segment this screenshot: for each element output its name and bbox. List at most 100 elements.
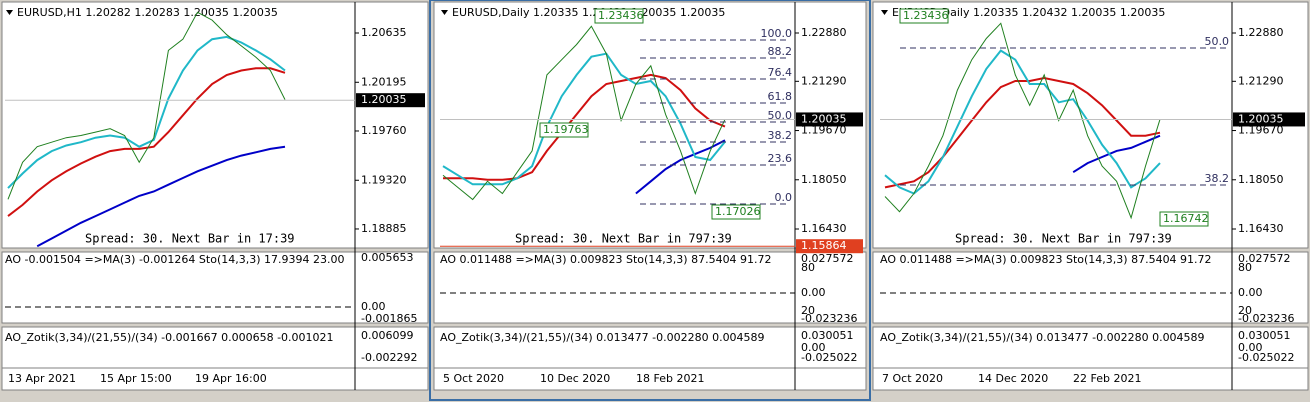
date-axis bbox=[1, 367, 429, 391]
price-line bbox=[635, 139, 726, 195]
oscillator-axis-label: 0.005653 bbox=[361, 251, 414, 264]
date-label: 7 Oct 2020 bbox=[882, 372, 943, 385]
fib-label: 38.2 bbox=[1205, 172, 1230, 185]
spread-text: Spread: 30. Next Bar in 797:39 bbox=[955, 232, 1172, 246]
price-tick-label: 1.21290 bbox=[801, 74, 847, 87]
fib-label: 76.4 bbox=[768, 66, 793, 79]
oscillator-axis-label: 0.027572 bbox=[801, 252, 854, 265]
price-tick-label: 1.19670 bbox=[801, 124, 847, 137]
price-line bbox=[36, 145, 286, 248]
price-tick-label: 1.22880 bbox=[801, 26, 847, 39]
price-box-label: 1.23436 bbox=[903, 9, 949, 22]
price-line bbox=[884, 49, 1161, 195]
price-box-label: 1.23436 bbox=[598, 9, 644, 22]
zotik-window bbox=[433, 326, 867, 369]
price-line bbox=[442, 25, 726, 201]
oscillator-axis-label: 0.00 bbox=[801, 286, 826, 299]
price-tick-label: 1.16430 bbox=[1238, 222, 1284, 235]
price-line bbox=[7, 35, 286, 189]
zotik-axis-label: 0.030051 bbox=[801, 329, 854, 342]
current-price-box bbox=[356, 93, 425, 108]
price-tick-label: 1.19670 bbox=[1238, 124, 1284, 137]
chart-header: EURUSD,Daily 1.20335 1.20432 1.20035 1.2… bbox=[452, 6, 725, 19]
fib-label: 0.0 bbox=[775, 191, 793, 204]
oscillator-axis-label: -0.023236 bbox=[1238, 312, 1294, 325]
current-price-label: 1.20035 bbox=[1238, 112, 1284, 125]
price-line bbox=[1072, 134, 1161, 174]
price-box bbox=[711, 204, 761, 220]
oscillator-window bbox=[433, 251, 867, 324]
header-arrow bbox=[441, 10, 448, 15]
price-box-label: 1.17026 bbox=[715, 205, 761, 218]
price-tick-label: 1.18885 bbox=[361, 222, 407, 235]
current-price-label: 1.20035 bbox=[801, 112, 847, 125]
date-label: 14 Dec 2020 bbox=[978, 372, 1048, 385]
oscillator-axis-label: 0.027572 bbox=[1238, 252, 1291, 265]
price-line bbox=[884, 22, 1161, 220]
date-label: 13 Apr 2021 bbox=[8, 372, 76, 385]
zotik-axis-label: 0.00 bbox=[801, 341, 826, 354]
active-frame bbox=[429, 0, 871, 401]
zotik-window bbox=[872, 326, 1309, 369]
oscillator-axis-label: 0.00 bbox=[1238, 286, 1263, 299]
price-tick-label: 1.18050 bbox=[801, 173, 847, 186]
zotik-text: AO_Zotik(3,34)/(21,55)/(34) 0.013477 -0.… bbox=[440, 331, 765, 344]
price-tick-label: 1.22880 bbox=[1238, 26, 1284, 39]
date-axis bbox=[433, 367, 867, 391]
price-box bbox=[899, 8, 949, 24]
price-tick-label: 1.20195 bbox=[361, 75, 407, 88]
chart-header: EURUSD,H1 1.20282 1.20283 1.20035 1.2003… bbox=[17, 6, 278, 19]
main-chart bbox=[1, 1, 429, 249]
zotik-axis-label: -0.025022 bbox=[801, 351, 857, 364]
fib-label: 50.0 bbox=[768, 109, 793, 122]
oscillator-window bbox=[872, 251, 1309, 324]
oscillator-axis-label: 20 bbox=[801, 304, 815, 317]
price-tick-label: 1.16430 bbox=[801, 222, 847, 235]
oscillator-axis-label: 80 bbox=[1238, 261, 1252, 274]
fib-label: 100.0 bbox=[761, 27, 793, 40]
header-arrow bbox=[881, 10, 888, 15]
price-box bbox=[1159, 211, 1209, 227]
spread-text: Spread: 30. Next Bar in 17:39 bbox=[85, 232, 295, 246]
price-tick-label: 1.21290 bbox=[1238, 74, 1284, 87]
price-line bbox=[443, 73, 726, 181]
zotik-axis-label: 0.030051 bbox=[1238, 329, 1291, 342]
price-line bbox=[7, 11, 286, 200]
fib-label: 88.2 bbox=[768, 45, 793, 58]
spread-text: Spread: 30. Next Bar in 797:39 bbox=[515, 232, 732, 246]
price-box-label: 1.19763 bbox=[543, 123, 589, 136]
price-box-label: 1.16742 bbox=[1163, 212, 1209, 225]
price-box bbox=[594, 8, 644, 24]
price-tick-label: 1.18050 bbox=[1238, 173, 1284, 186]
zotik-text: AO_Zotik(3,34)/(21,55)/(34) -0.001667 0.… bbox=[5, 331, 334, 344]
fib-label: 23.6 bbox=[768, 152, 793, 165]
oscillator-text: AO -0.001504 =>MA(3) -0.001264 Sto(14,3,… bbox=[5, 253, 345, 266]
oscillator-axis-label: -0.001865 bbox=[361, 312, 417, 325]
date-label: 10 Dec 2020 bbox=[540, 372, 610, 385]
chart-header: EURUSD,Daily 1.20335 1.20432 1.20035 1.2… bbox=[892, 6, 1165, 19]
oscillator-window bbox=[1, 251, 429, 324]
low-price-label: 1.15864 bbox=[801, 239, 847, 252]
date-label: 5 Oct 2020 bbox=[443, 372, 504, 385]
oscillator-text: AO 0.011488 =>MA(3) 0.009823 Sto(14,3,3)… bbox=[880, 253, 1212, 266]
oscillator-axis-label: 20 bbox=[1238, 304, 1252, 317]
oscillator-text: AO 0.011488 =>MA(3) 0.009823 Sto(14,3,3)… bbox=[440, 253, 772, 266]
date-label: 18 Feb 2021 bbox=[636, 372, 704, 385]
price-tick-label: 1.20635 bbox=[361, 26, 407, 39]
price-tick-label: 1.19760 bbox=[361, 124, 407, 137]
low-price-box bbox=[796, 239, 863, 254]
oscillator-axis-label: 0.00 bbox=[361, 300, 386, 313]
current-price-box bbox=[1233, 112, 1305, 127]
date-label: 15 Apr 15:00 bbox=[100, 372, 172, 385]
current-price-box bbox=[796, 112, 863, 127]
oscillator-axis-label: -0.023236 bbox=[801, 312, 857, 325]
price-line bbox=[7, 67, 286, 217]
zotik-axis-label: 0.00 bbox=[1238, 341, 1263, 354]
zotik-text: AO_Zotik(3,34)/(21,55)/(34) 0.013477 -0.… bbox=[880, 331, 1205, 344]
price-tick-label: 1.19320 bbox=[361, 173, 407, 186]
price-box bbox=[539, 122, 589, 138]
price-line bbox=[884, 76, 1161, 189]
zotik-window bbox=[1, 326, 429, 369]
fib-label: 50.0 bbox=[1205, 35, 1230, 48]
